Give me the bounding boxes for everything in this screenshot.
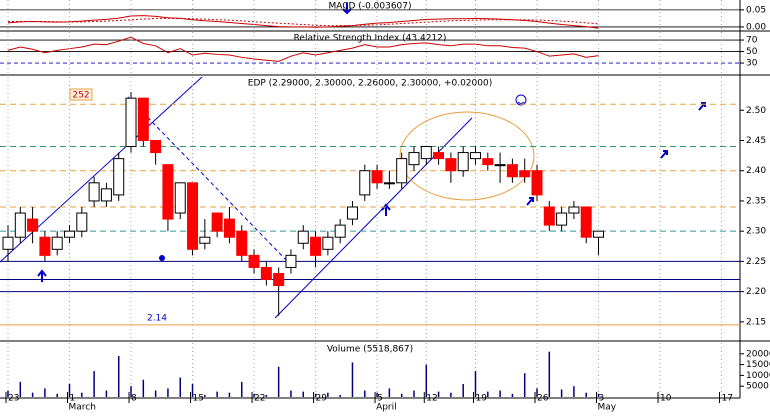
candle-body bbox=[223, 218, 235, 238]
candle-body bbox=[346, 206, 358, 220]
candle-body bbox=[543, 206, 555, 226]
x-tick-label: 1 bbox=[70, 394, 76, 404]
candle-body bbox=[359, 170, 371, 196]
candle-body bbox=[211, 212, 223, 232]
x-tick-label: 5 bbox=[377, 394, 383, 404]
candle-body bbox=[383, 182, 395, 185]
candle-body bbox=[248, 254, 260, 268]
panel-title: Volume (5518,867) bbox=[327, 345, 413, 355]
candle-body bbox=[297, 230, 309, 244]
y-tick-label: 0.00 bbox=[746, 22, 766, 32]
candle-body bbox=[285, 254, 297, 268]
month-label: March bbox=[69, 403, 96, 413]
candle-body bbox=[568, 206, 580, 214]
candle-body bbox=[236, 230, 248, 256]
candle-body bbox=[531, 170, 543, 196]
candle-body bbox=[457, 152, 469, 172]
candle-body bbox=[469, 152, 481, 160]
candle-body bbox=[174, 182, 186, 214]
candle-body bbox=[322, 236, 334, 250]
x-tick-label: 22 bbox=[254, 394, 265, 404]
y-tick-label: 2.30 bbox=[746, 227, 766, 237]
candle-body bbox=[199, 236, 211, 244]
candle-body bbox=[113, 158, 125, 196]
candle-body bbox=[420, 146, 432, 160]
candle-body bbox=[187, 182, 199, 250]
candle-body bbox=[150, 139, 162, 154]
frame bbox=[0, 0, 770, 399]
candle-body bbox=[51, 236, 63, 250]
month-label: April bbox=[376, 403, 397, 413]
candle-body bbox=[162, 164, 174, 220]
y-tick-label: 2.25 bbox=[746, 257, 766, 267]
y-tick-label: 0.05 bbox=[746, 5, 766, 15]
x-tick-label: 26 bbox=[537, 394, 549, 404]
candle-body bbox=[580, 206, 592, 238]
y-tick-label: 2.40 bbox=[746, 166, 766, 176]
y-tick-label: 50 bbox=[746, 47, 758, 57]
candle-body bbox=[260, 266, 272, 281]
y-tick-label: 70 bbox=[746, 36, 758, 46]
y-tick-label: 2.35 bbox=[746, 196, 766, 206]
candle-body bbox=[76, 212, 88, 232]
y-tick-label: 15000 bbox=[746, 360, 770, 370]
y-tick-label: 2.50 bbox=[746, 106, 766, 116]
candle-body bbox=[556, 212, 568, 226]
x-tick-label: 17 bbox=[722, 394, 733, 404]
candle-body bbox=[39, 236, 51, 256]
x-tick-label: 10 bbox=[660, 394, 672, 404]
candle-body bbox=[100, 188, 112, 202]
x-tick-label: 29 bbox=[316, 394, 328, 404]
series-line bbox=[7, 15, 599, 29]
y-tick-label: 20000 bbox=[746, 349, 770, 359]
y-tick-label: 10000 bbox=[746, 371, 770, 381]
candle-body bbox=[125, 97, 137, 148]
panel-title: MACD (-0.003607) bbox=[328, 2, 411, 12]
x-tick-label: 3 bbox=[599, 394, 605, 404]
candle-body bbox=[519, 170, 531, 178]
annotation: 252 bbox=[72, 91, 89, 101]
candle-body bbox=[593, 230, 605, 238]
series-line bbox=[7, 36, 599, 62]
candle-body bbox=[445, 158, 457, 172]
x-tick-label: 12 bbox=[426, 394, 437, 404]
x-tick-label: 19 bbox=[475, 394, 487, 404]
month-label: May bbox=[598, 403, 617, 413]
candle-body bbox=[64, 230, 76, 238]
candle-body bbox=[506, 164, 518, 178]
candle-body bbox=[482, 158, 494, 166]
candle-body bbox=[408, 152, 420, 166]
candle-body bbox=[494, 164, 506, 167]
panel-title: Relative Strength Index (43.4212) bbox=[294, 34, 447, 44]
y-tick-label: 5000 bbox=[746, 382, 769, 392]
annotation: 2.14 bbox=[147, 314, 167, 324]
x-tick-label: 8 bbox=[131, 394, 137, 404]
annotation-box bbox=[69, 88, 93, 101]
candle-body bbox=[27, 218, 39, 232]
y-tick-label: 2.45 bbox=[746, 136, 766, 146]
y-tick-label: 2.20 bbox=[746, 287, 766, 297]
candle-body bbox=[273, 272, 285, 287]
x-tick-label: 15 bbox=[193, 394, 204, 404]
candle-body bbox=[137, 97, 149, 141]
candle-body bbox=[310, 236, 322, 256]
candle-body bbox=[88, 182, 100, 202]
y-tick-label: 2.15 bbox=[746, 317, 766, 327]
candle-body bbox=[14, 212, 26, 238]
candle-body bbox=[334, 224, 346, 238]
candle-body bbox=[433, 152, 445, 160]
panel-title: EDP (2.29000, 2.30000, 2.26000, 2.30000,… bbox=[248, 79, 492, 89]
candle-body bbox=[371, 170, 383, 184]
series-line bbox=[7, 17, 599, 27]
x-tick-label: 23 bbox=[8, 394, 19, 404]
drawings bbox=[0, 3, 706, 319]
candle-body bbox=[396, 158, 408, 184]
y-tick-label: 30 bbox=[746, 59, 758, 69]
candle-body bbox=[2, 236, 14, 250]
